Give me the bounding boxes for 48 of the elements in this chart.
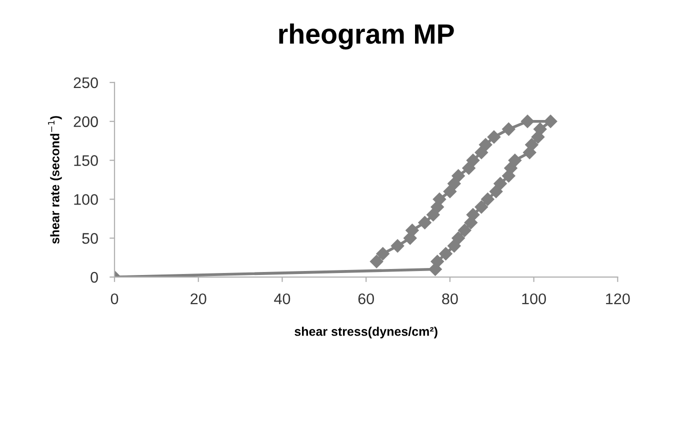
point bbox=[426, 208, 440, 222]
point bbox=[448, 177, 461, 190]
point bbox=[443, 184, 457, 198]
point bbox=[481, 192, 494, 206]
y-axis-title: shear rate (second$^{−1}$) bbox=[48, 116, 62, 244]
point bbox=[430, 254, 444, 268]
point bbox=[474, 146, 488, 160]
point bbox=[376, 247, 390, 260]
point bbox=[466, 154, 480, 167]
point bbox=[448, 239, 461, 253]
x-tick-label: 40 bbox=[274, 293, 290, 304]
y-tick-label: 250 bbox=[74, 77, 98, 88]
y-tick-label: 50 bbox=[82, 233, 98, 244]
y-tick-label: 150 bbox=[74, 155, 98, 166]
y-tick-label: 0 bbox=[90, 272, 98, 283]
x-axis-title: shear stress(dynes/cm²) bbox=[294, 326, 438, 338]
y-tick-label: 200 bbox=[74, 116, 98, 128]
point bbox=[489, 184, 503, 198]
x-tick-label: 120 bbox=[606, 293, 630, 304]
point bbox=[458, 224, 472, 237]
point bbox=[466, 208, 480, 222]
point bbox=[494, 177, 507, 190]
point bbox=[430, 200, 444, 214]
point bbox=[534, 122, 547, 136]
point bbox=[487, 130, 501, 144]
x-tick-label: 60 bbox=[358, 293, 374, 304]
point bbox=[502, 122, 516, 136]
point bbox=[439, 247, 452, 260]
point bbox=[370, 254, 384, 268]
point bbox=[520, 114, 534, 128]
x-tick-label: 80 bbox=[442, 293, 458, 304]
point bbox=[418, 216, 432, 230]
point bbox=[452, 169, 465, 182]
x-tick-label: 20 bbox=[190, 293, 206, 304]
chart-title: rheogram MP bbox=[279, 23, 454, 50]
x-tick-label: 0 bbox=[110, 293, 118, 304]
point bbox=[525, 138, 538, 152]
point bbox=[462, 162, 476, 175]
point bbox=[452, 232, 465, 245]
x-tick-label: 100 bbox=[522, 293, 546, 304]
point bbox=[474, 200, 488, 214]
point bbox=[544, 114, 558, 128]
point bbox=[404, 232, 417, 245]
point bbox=[508, 154, 522, 167]
point bbox=[390, 239, 404, 253]
y-tick-label: 100 bbox=[74, 194, 98, 205]
point bbox=[504, 162, 518, 175]
point bbox=[478, 138, 492, 152]
